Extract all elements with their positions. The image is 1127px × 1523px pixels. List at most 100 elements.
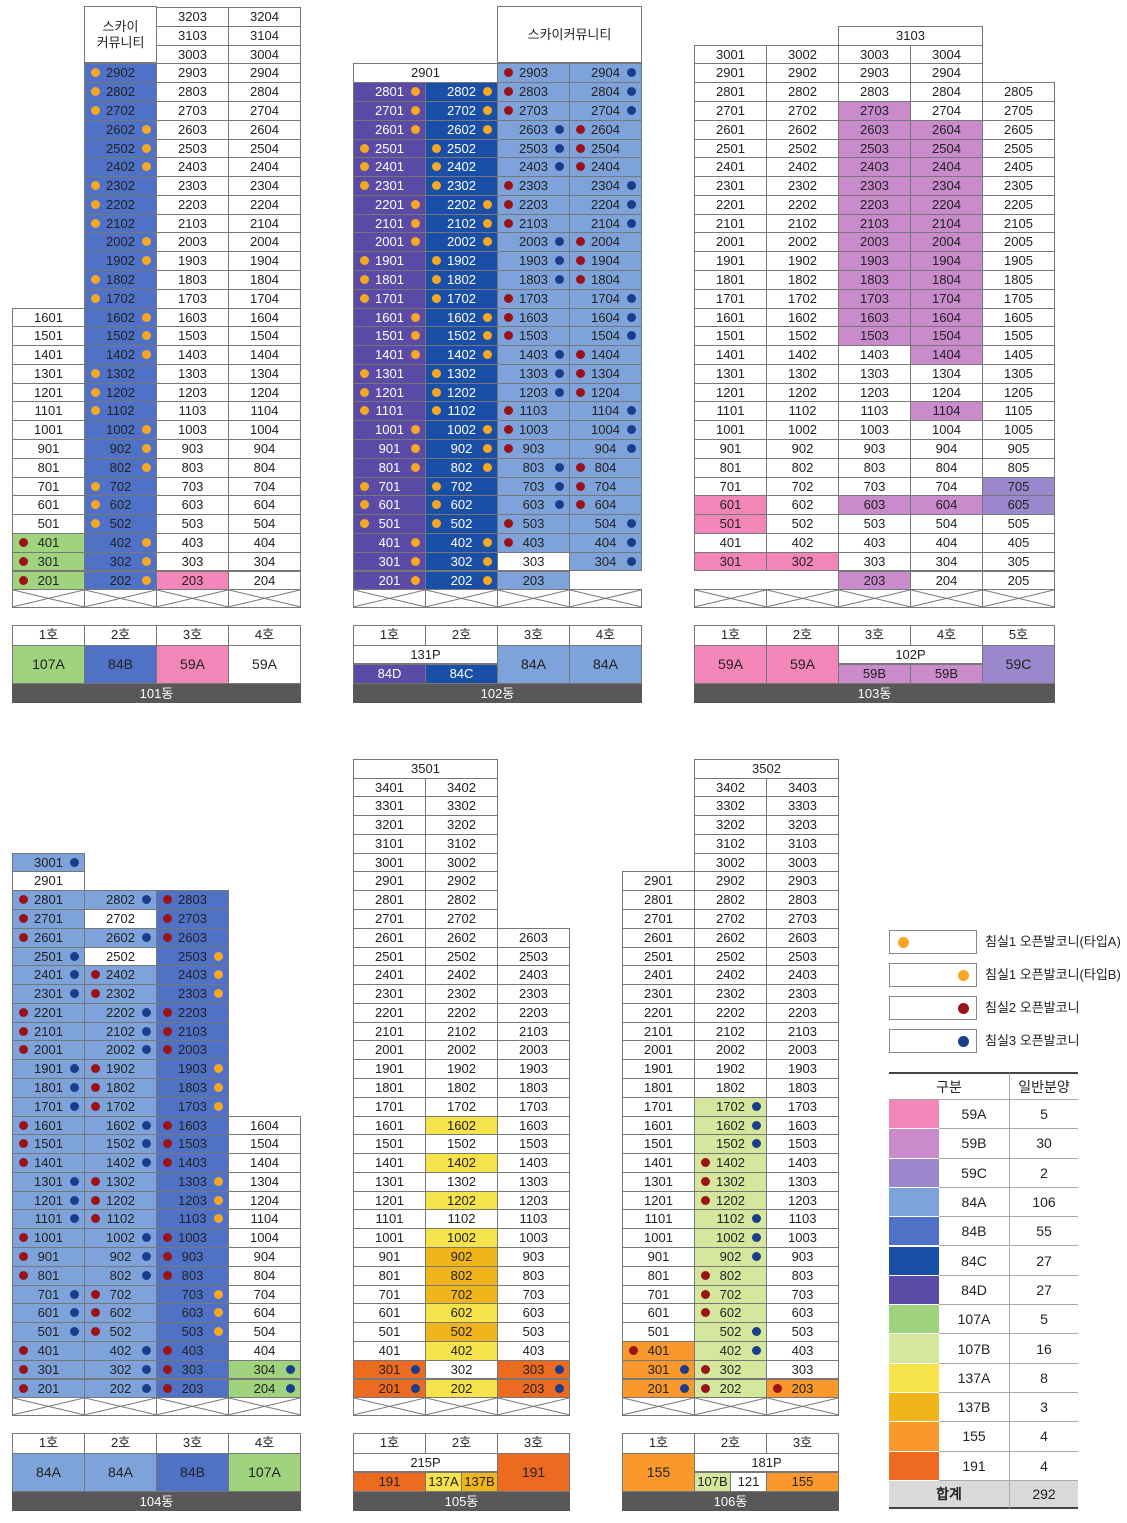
unit-2802[interactable]: 2802 [766,82,839,102]
unit-2704[interactable]: 2704 [910,101,983,121]
unit-2803[interactable]: 2803 [838,82,911,102]
unit-3002[interactable]: 3002 [425,852,498,873]
unit-2301[interactable]: 2301 [622,984,695,1004]
unit-2802[interactable]: 2802 [425,890,498,910]
unit-501[interactable]: 501 [353,1322,426,1342]
unit-604[interactable]: 604 [910,495,983,516]
unit-403[interactable]: 403 [766,1340,839,1361]
unit-2901[interactable]: 2901 [353,63,498,84]
unit-2101[interactable]: 2101 [694,213,767,234]
unit-2705[interactable]: 2705 [982,101,1055,121]
unit-1605[interactable]: 1605 [982,307,1055,328]
unit-1401[interactable]: 1401 [622,1153,695,1173]
unit-1503[interactable]: 1503 [156,326,229,347]
unit-1104[interactable]: 1104 [228,1209,301,1230]
unit-703[interactable]: 703 [497,476,570,497]
unit-2401[interactable]: 2401 [353,965,426,986]
unit-803[interactable]: 803 [497,1265,570,1286]
unit-3203[interactable]: 3203 [156,7,229,27]
unit-802[interactable]: 802 [84,457,157,478]
unit-2002[interactable]: 2002 [84,232,157,253]
unit-201[interactable]: 201 [12,570,85,591]
unit-2701[interactable]: 2701 [622,909,695,929]
unit-3001[interactable]: 3001 [12,852,85,873]
unit-1602[interactable]: 1602 [84,307,157,328]
unit-2701[interactable]: 2701 [353,909,426,929]
unit-1603[interactable]: 1603 [766,1115,839,1136]
unit-802[interactable]: 802 [84,1265,157,1286]
unit-3303[interactable]: 3303 [766,796,839,817]
unit-2004[interactable]: 2004 [228,232,301,253]
unit-3502[interactable]: 3502 [694,758,839,779]
unit-201[interactable]: 201 [622,1378,695,1399]
unit-301[interactable]: 301 [353,1359,426,1380]
unit-2903[interactable]: 2903 [156,63,229,84]
unit-1504[interactable]: 1504 [910,326,983,347]
unit-2203[interactable]: 2203 [156,194,229,215]
unit-1202[interactable]: 1202 [84,1190,157,1211]
unit-301[interactable]: 301 [353,551,426,572]
unit-201[interactable]: 201 [12,1378,85,1399]
unit-1004[interactable]: 1004 [228,1228,301,1249]
unit-1602[interactable]: 1602 [766,307,839,328]
unit-2101[interactable]: 2101 [353,213,426,234]
unit-2803[interactable]: 2803 [497,82,570,102]
unit-801[interactable]: 801 [353,1265,426,1286]
unit-2302[interactable]: 2302 [694,984,767,1004]
unit-2801[interactable]: 2801 [353,82,426,102]
unit-1404[interactable]: 1404 [910,345,983,365]
unit-2301[interactable]: 2301 [12,984,85,1004]
unit-2004[interactable]: 2004 [910,232,983,253]
unit-2402[interactable]: 2402 [84,157,157,178]
unit-1401[interactable]: 1401 [353,345,426,365]
unit-2001[interactable]: 2001 [622,1040,695,1061]
unit-2405[interactable]: 2405 [982,157,1055,178]
unit-1501[interactable]: 1501 [353,1134,426,1155]
unit-801[interactable]: 801 [622,1265,695,1286]
unit-1403[interactable]: 1403 [156,345,229,365]
unit-904[interactable]: 904 [910,439,983,459]
unit-502[interactable]: 502 [766,514,839,534]
unit-1702[interactable]: 1702 [766,288,839,309]
unit-3001[interactable]: 3001 [694,44,767,65]
unit-301[interactable]: 301 [694,551,767,572]
unit-2901[interactable]: 2901 [12,871,85,892]
unit-1902[interactable]: 1902 [425,251,498,271]
unit-701[interactable]: 701 [622,1284,695,1305]
unit-603[interactable]: 603 [497,1303,570,1324]
unit-702[interactable]: 702 [694,1284,767,1305]
unit-1804[interactable]: 1804 [910,270,983,290]
unit-3402[interactable]: 3402 [694,777,767,798]
unit-2702[interactable]: 2702 [766,101,839,121]
unit-1801[interactable]: 1801 [622,1078,695,1098]
unit-1303[interactable]: 1303 [497,363,570,384]
unit-2601[interactable]: 2601 [353,927,426,948]
unit-605[interactable]: 605 [982,495,1055,516]
unit-1803[interactable]: 1803 [838,270,911,290]
unit-303[interactable]: 303 [497,551,570,572]
unit-205[interactable]: 205 [982,570,1055,591]
unit-402[interactable]: 402 [84,1340,157,1361]
unit-2201[interactable]: 2201 [12,1002,85,1023]
unit-2504[interactable]: 2504 [569,138,642,159]
unit-502[interactable]: 502 [694,1322,767,1342]
unit-1803[interactable]: 1803 [766,1078,839,1098]
unit-1101[interactable]: 1101 [622,1209,695,1230]
unit-2002[interactable]: 2002 [766,232,839,253]
unit-2003[interactable]: 2003 [497,1040,570,1061]
unit-2402[interactable]: 2402 [84,965,157,986]
unit-1803[interactable]: 1803 [497,1078,570,1098]
unit-1405[interactable]: 1405 [982,345,1055,365]
unit-1702[interactable]: 1702 [84,288,157,309]
unit-2603[interactable]: 2603 [156,119,229,140]
unit-1003[interactable]: 1003 [838,420,911,441]
unit-601[interactable]: 601 [622,1303,695,1324]
unit-1403[interactable]: 1403 [497,345,570,365]
unit-704[interactable]: 704 [569,476,642,497]
unit-1301[interactable]: 1301 [622,1171,695,1192]
unit-503[interactable]: 503 [156,514,229,534]
unit-2803[interactable]: 2803 [156,82,229,102]
unit-1603[interactable]: 1603 [156,307,229,328]
unit-2402[interactable]: 2402 [694,965,767,986]
unit-2103[interactable]: 2103 [497,1021,570,1042]
